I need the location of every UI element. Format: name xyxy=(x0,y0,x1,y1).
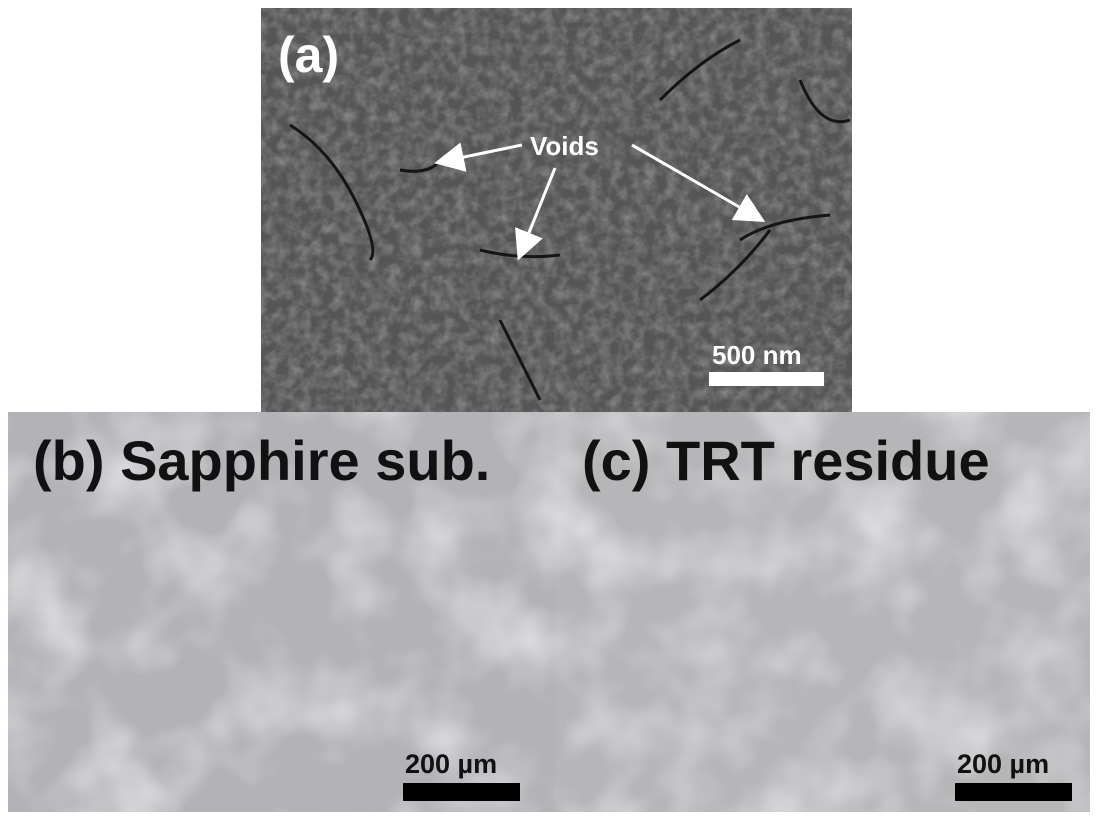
annotation: Voids xyxy=(530,131,599,161)
panel-label: (c) TRT residue xyxy=(582,429,990,492)
figure: (a) Voids 500 nm (b) Sapphire sub. 200 µ… xyxy=(0,0,1098,820)
panel-c: (c) TRT residue 200 µm xyxy=(555,412,1090,812)
scale-bar xyxy=(403,783,520,801)
panel-a: (a) Voids 500 nm xyxy=(261,8,852,412)
scale-bar xyxy=(955,783,1072,801)
scale-label: 500 nm xyxy=(712,340,802,370)
panel-label: (a) xyxy=(278,27,339,83)
scale-label: 200 µm xyxy=(957,749,1049,779)
panel-label: (b) Sapphire sub. xyxy=(33,429,490,492)
panel-b: (b) Sapphire sub. 200 µm xyxy=(8,412,555,812)
scale-bar xyxy=(709,372,824,386)
scale-label: 200 µm xyxy=(405,749,497,779)
